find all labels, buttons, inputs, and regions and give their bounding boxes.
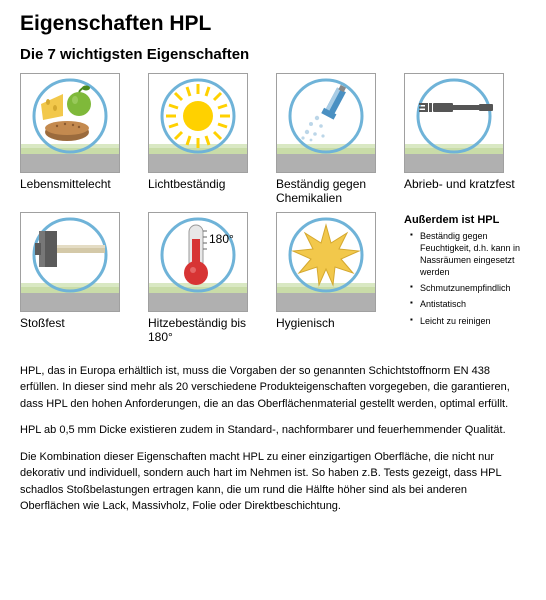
list-item: Schmutzunempfindlich (404, 282, 522, 294)
page-subtitle: Die 7 wichtigsten Eigenschaften (20, 46, 526, 63)
feature-grid: Lebensmittelecht (20, 73, 526, 345)
feature-lightfast: Lichtbeständig (148, 73, 266, 206)
body-paragraph-1: HPL, das in Europa erhältlich ist, muss … (20, 363, 526, 413)
lightfast-label: Lichtbeständig (148, 177, 266, 205)
list-item: Antistatisch (404, 298, 522, 310)
hammer-icon (20, 212, 120, 312)
feature-hygienic: Hygienisch (276, 212, 394, 345)
page-title: Eigenschaften HPL (20, 12, 526, 36)
heat-label: Hitzebeständig bis 180° (148, 316, 266, 345)
body-paragraph-3: Die Kombination dieser Eigenschaften mac… (20, 449, 526, 515)
additional-properties-box: Außerdem ist HPL Beständig gegen Feuchti… (404, 212, 522, 345)
feature-chemical-resistant: Beständig gegen Chemikalien (276, 73, 394, 206)
feature-abrasion-scratch: Abrieb- und kratzfest (404, 73, 522, 206)
feature-food-safe: Lebensmittelecht (20, 73, 138, 206)
fork-icon (404, 73, 504, 173)
list-item: Leicht zu reinigen (404, 315, 522, 327)
thermometer-icon: 180° (148, 212, 248, 312)
food-safe-icon (20, 73, 120, 173)
sun-icon (148, 73, 248, 173)
hygienic-label: Hygienisch (276, 316, 394, 344)
feature-heat-resistant: 180° Hitzebeständig bis 180° (148, 212, 266, 345)
spray-icon (276, 73, 376, 173)
thermo-badge: 180° (209, 232, 234, 246)
feature-impact-resistant: Stoßfest (20, 212, 138, 345)
chemical-label: Beständig gegen Chemikalien (276, 177, 394, 206)
impact-label: Stoßfest (20, 316, 138, 344)
food-safe-label: Lebensmittelecht (20, 177, 138, 205)
body-paragraph-2: HPL ab 0,5 mm Dicke existieren zudem in … (20, 422, 526, 439)
additional-list: Beständig gegen Feuchtigkeit, d.h. kann … (404, 230, 522, 327)
abrasion-label: Abrieb- und kratzfest (404, 177, 522, 205)
star-icon (276, 212, 376, 312)
additional-title: Außerdem ist HPL (404, 214, 522, 226)
list-item: Beständig gegen Feuchtigkeit, d.h. kann … (404, 230, 522, 279)
